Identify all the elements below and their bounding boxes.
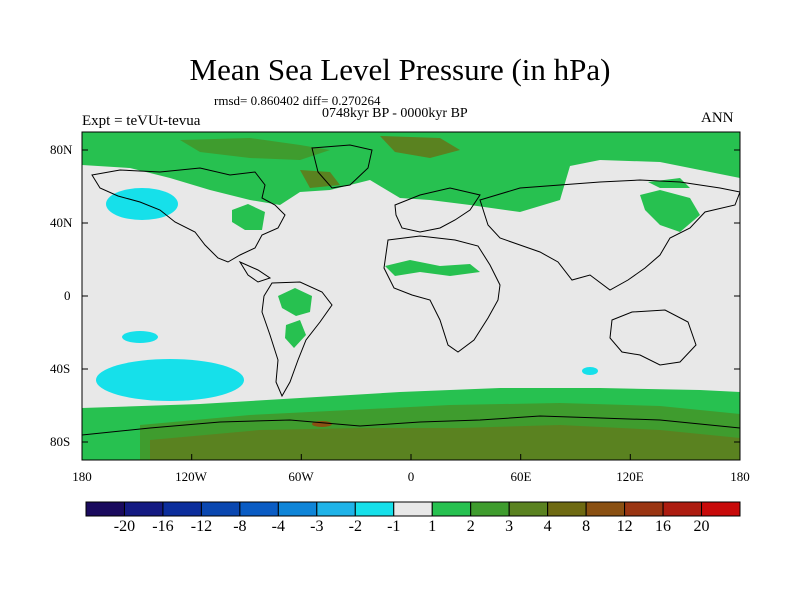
- antarctic-olive-band: [150, 425, 740, 460]
- colorbar-swatch: [277, 501, 318, 517]
- stats-label: rmsd= 0.860402 diff= 0.270264: [214, 93, 381, 108]
- lon-tick-label-180w: 180: [72, 469, 92, 484]
- lon-tick-label-60w: 60W: [288, 469, 314, 484]
- asia-coast: [479, 179, 740, 291]
- colorbar-label: 8: [582, 518, 591, 535]
- period-label: 0748kyr BP - 0000kyr BP: [322, 106, 468, 121]
- colorbar-label: 2: [466, 518, 475, 535]
- east-asia-positive-region: [640, 190, 700, 232]
- lat-tick-label-40n: 40N: [50, 215, 73, 230]
- experiment-label: Expt = teVUt-tevua: [82, 113, 201, 129]
- lon-tick-label-60e: 60E: [510, 469, 532, 484]
- chart-title: Mean Sea Level Pressure (in hPa): [189, 52, 611, 87]
- arctic-patch-1: [180, 138, 330, 160]
- lon-tick-label-180e: 180: [730, 469, 750, 484]
- season-label: ANN: [701, 110, 734, 126]
- sahel-positive-region: [385, 260, 480, 276]
- lat-tick-label-80s: 80S: [50, 434, 71, 449]
- axis-ticks: [82, 149, 740, 460]
- south-america-coast: [261, 281, 333, 398]
- colorbar-swatch: [354, 501, 395, 517]
- lat-tick-label-40s: 40S: [50, 361, 71, 376]
- colorbar-swatch: [624, 501, 664, 517]
- colorbar-swatch: [200, 501, 241, 517]
- lon-tick-label-0: 0: [407, 469, 415, 484]
- south-america-patch: [285, 320, 306, 348]
- colorbar-swatch: [123, 501, 164, 517]
- map-field: [82, 132, 740, 460]
- colorbar-label: -12: [190, 518, 213, 535]
- colorbar-label: -3: [310, 518, 324, 535]
- colorbar-swatch: [585, 501, 626, 517]
- africa-coast: [383, 235, 501, 353]
- colorbar-swatch: [470, 501, 510, 517]
- colorbar-swatch: [662, 501, 703, 517]
- colorbar-label: -1: [387, 518, 401, 535]
- europe-coast: [394, 187, 481, 233]
- colorbar-label: 1: [428, 518, 437, 535]
- colorbar-label: -4: [271, 518, 286, 535]
- colorbar-swatch: [85, 501, 125, 517]
- north-pacific-negative-region: [106, 188, 178, 220]
- colorbar-swatch: [316, 501, 356, 517]
- colorbar: [85, 501, 741, 517]
- north-america-positive-region: [232, 204, 265, 230]
- indian-ocean-negative-region: [582, 367, 598, 375]
- colorbar-label: 16: [655, 518, 672, 535]
- siberia-patch: [648, 178, 690, 188]
- colorbar-swatch: [239, 501, 279, 517]
- colorbar-swatch: [431, 501, 472, 517]
- arctic-patch-2: [380, 136, 460, 158]
- colorbar-label: -2: [348, 518, 362, 535]
- antarctica-coast: [82, 415, 740, 436]
- lon-tick-label-120e: 120E: [616, 469, 644, 484]
- north-america-coast: [91, 167, 286, 263]
- tropical-pacific-negative-region: [122, 331, 158, 343]
- greenland-coast: [311, 144, 373, 189]
- south-pacific-negative-region: [96, 359, 244, 401]
- lon-tick-label-120w: 120W: [175, 469, 207, 484]
- colorbar-label: -8: [233, 518, 247, 535]
- colorbar-swatch: [547, 501, 587, 517]
- colorbar-label: 20: [693, 518, 710, 535]
- colorbar-label: -20: [113, 518, 136, 535]
- colorbar-swatch: [508, 501, 549, 517]
- colorbar-label: 3: [505, 518, 514, 535]
- colorbar-swatch: [162, 501, 202, 517]
- australia-coast: [609, 309, 697, 366]
- amazon-positive-region: [278, 288, 312, 316]
- colorbar-label: -16: [152, 518, 174, 535]
- greenland-patch: [300, 170, 340, 188]
- lat-tick-label-0: 0: [64, 288, 71, 303]
- central-america-coast: [238, 260, 272, 283]
- colorbar-label: 4: [543, 518, 552, 535]
- coastlines: [82, 144, 740, 436]
- colorbar-swatch: [701, 501, 741, 517]
- colorbar-swatch: [393, 501, 433, 517]
- lat-tick-label-80n: 80N: [50, 142, 73, 157]
- colorbar-label: 12: [616, 518, 633, 535]
